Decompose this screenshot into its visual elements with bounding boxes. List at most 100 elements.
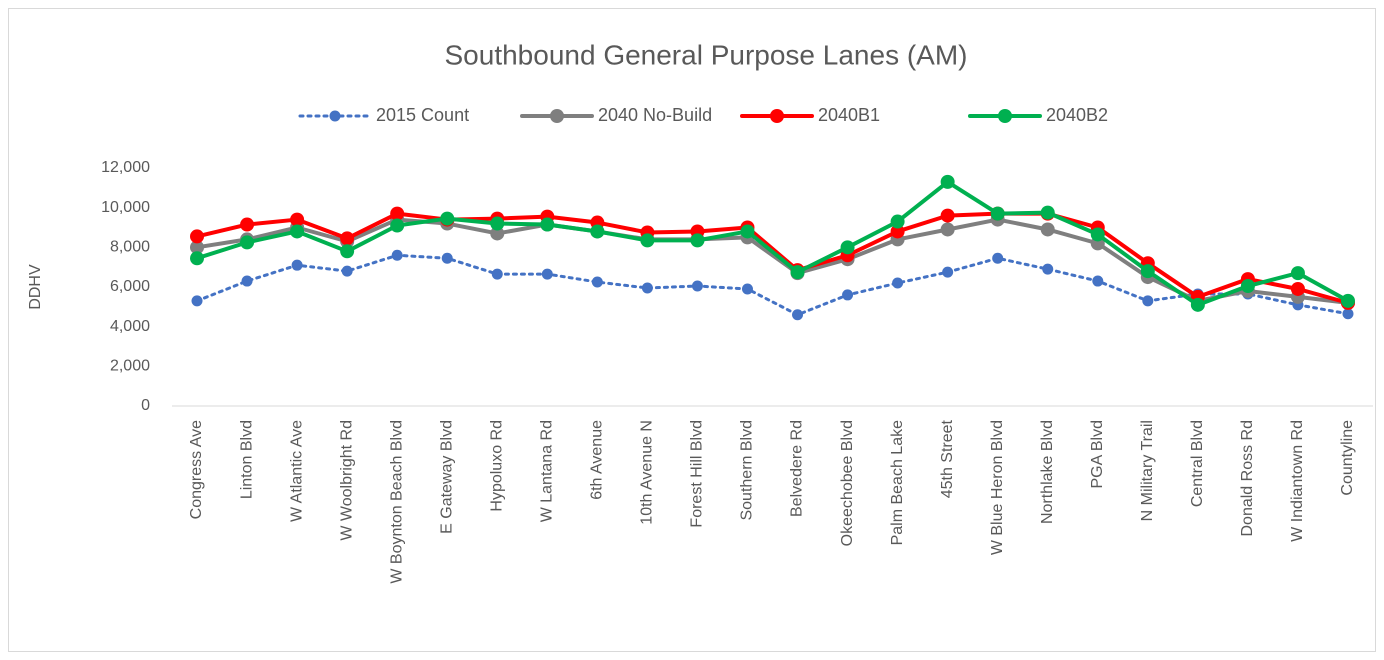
y-axis-title: DDHV: [27, 264, 44, 310]
point: [1342, 308, 1354, 320]
point: [990, 206, 1005, 221]
point: [490, 226, 505, 241]
x-tick-label: Forest Hill Blvd: [689, 420, 706, 528]
x-tick-label: Linton Blvd: [238, 420, 255, 499]
x-tick-label: W Lantana Rd: [539, 420, 556, 522]
point: [491, 268, 503, 280]
x-tick-label: Donald Ross Rd: [1239, 420, 1256, 537]
legend-marker: [329, 110, 341, 122]
point: [440, 211, 455, 226]
x-tick-label: Hypoluxo Rd: [488, 420, 505, 512]
point: [740, 224, 755, 239]
legend-marker: [550, 109, 564, 123]
point: [291, 259, 303, 271]
point: [190, 251, 205, 266]
point: [541, 268, 553, 280]
legend-label: 2015 Count: [376, 105, 469, 125]
point: [890, 214, 905, 229]
point: [341, 265, 353, 277]
point: [441, 252, 453, 264]
point: [1340, 293, 1355, 308]
x-tick-label: W Woolbright Rd: [338, 420, 355, 541]
y-tick-label: 12,000: [101, 159, 150, 176]
point: [790, 265, 805, 280]
point: [340, 231, 355, 246]
point: [390, 206, 405, 221]
point: [1190, 297, 1205, 312]
x-tick-label: W Indiantown Rd: [1289, 420, 1306, 542]
point: [640, 233, 655, 248]
x-tick-label: Belvedere Rd: [789, 420, 806, 517]
legend-label: 2040B2: [1046, 105, 1108, 125]
y-tick-label: 6,000: [110, 278, 150, 295]
x-tick-label: Southern Blvd: [739, 420, 756, 521]
point: [691, 280, 703, 292]
x-tick-label: N Military Trail: [1139, 420, 1156, 521]
point: [842, 289, 854, 301]
x-tick-label: PGA Blvd: [1089, 420, 1106, 488]
point: [190, 240, 205, 255]
chart-title: Southbound General Purpose Lanes (AM): [445, 39, 968, 70]
point: [890, 224, 905, 239]
legend-marker: [998, 109, 1012, 123]
point: [591, 276, 603, 288]
x-tick-label: Palm Beach Lake: [889, 420, 906, 546]
x-tick-label: Okeechobee Blvd: [839, 420, 856, 546]
point: [1240, 279, 1255, 294]
point: [690, 233, 705, 248]
legend-marker: [770, 109, 784, 123]
point: [240, 235, 255, 250]
point: [1092, 275, 1104, 287]
point: [1140, 264, 1155, 279]
series-line: [195, 253, 1350, 317]
point: [391, 249, 403, 261]
y-tick-label: 2,000: [110, 358, 150, 375]
point: [590, 224, 605, 239]
x-tick-label: 6th Avenue: [589, 420, 606, 500]
x-tick-label: Countyline: [1339, 420, 1356, 496]
point: [540, 217, 555, 232]
point: [240, 217, 255, 232]
y-tick-label: 0: [141, 397, 150, 414]
point: [290, 212, 305, 227]
point: [940, 208, 955, 223]
point: [290, 224, 305, 239]
point: [241, 275, 253, 287]
y-tick-label: 10,000: [101, 199, 150, 216]
point: [1040, 222, 1055, 237]
x-tick-label: Central Blvd: [1189, 420, 1206, 507]
x-tick-label: E Gateway Blvd: [438, 420, 455, 534]
series-line: [195, 217, 1350, 305]
point: [840, 240, 855, 255]
point: [892, 277, 904, 289]
point: [741, 283, 753, 295]
series-line: [195, 179, 1350, 307]
y-tick-label: 4,000: [110, 318, 150, 335]
point: [1290, 266, 1305, 281]
point: [1142, 295, 1154, 307]
point: [340, 244, 355, 259]
chart-border: [8, 8, 1376, 652]
x-tick-label: W Atlantic Ave: [288, 420, 305, 522]
point: [1290, 281, 1305, 296]
series-line: [195, 211, 1350, 305]
point: [940, 174, 955, 189]
point: [1040, 205, 1055, 220]
point: [390, 218, 405, 233]
legend-label: 2040B1: [818, 105, 880, 125]
point: [792, 309, 804, 321]
x-tick-label: W Blue Heron Blvd: [989, 420, 1006, 555]
x-tick-label: 10th Avenue N: [639, 420, 656, 525]
point: [490, 216, 505, 231]
point: [190, 229, 205, 244]
point: [1090, 227, 1105, 242]
point: [942, 266, 954, 278]
y-tick-label: 8,000: [110, 239, 150, 256]
x-tick-label: W Boynton Beach Blvd: [388, 420, 405, 584]
point: [641, 282, 653, 294]
legend-label: 2040 No-Build: [598, 105, 712, 125]
point: [940, 222, 955, 237]
x-tick-label: Northlake Blvd: [1039, 420, 1056, 524]
